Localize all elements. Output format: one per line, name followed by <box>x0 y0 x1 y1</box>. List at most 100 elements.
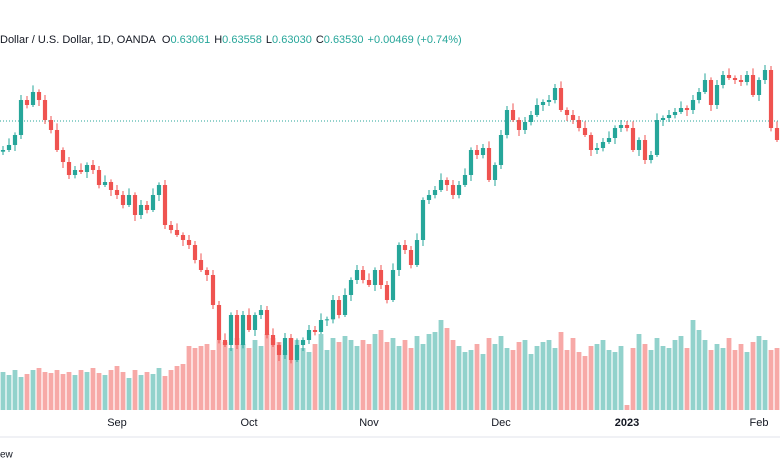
volume-bar <box>606 350 612 410</box>
volume-bar <box>516 342 522 410</box>
candle-body <box>60 150 66 162</box>
volume-bar <box>642 344 648 410</box>
x-tick-label: 2023 <box>615 417 639 429</box>
volume-bar <box>588 346 594 410</box>
candle-body <box>330 300 336 320</box>
volume-bar <box>672 340 678 410</box>
candle-body <box>282 338 288 355</box>
candle-body <box>66 162 72 175</box>
candle-body <box>6 145 12 150</box>
volume-bar <box>390 338 396 410</box>
candle-body <box>186 240 192 245</box>
candle-body <box>294 345 300 360</box>
candle-body <box>720 75 726 85</box>
volume-bar <box>186 346 192 410</box>
volume-bar <box>330 338 336 410</box>
candle-body <box>54 130 60 150</box>
volume-bar <box>372 334 378 410</box>
volume-bar <box>582 356 588 410</box>
volume-bar <box>558 332 564 410</box>
volume-bar <box>300 348 306 410</box>
candle-body <box>432 190 438 195</box>
volume-bar <box>462 352 468 410</box>
volume-bar <box>312 344 318 410</box>
candle-body <box>444 180 450 185</box>
candle-body <box>732 78 738 80</box>
candle-body <box>366 280 372 285</box>
symbol-title: Dollar / U.S. Dollar, 1D, OANDA <box>0 34 157 46</box>
candle-body <box>96 170 102 185</box>
volume-bar <box>102 375 108 410</box>
candle-body <box>36 92 42 100</box>
volume-bar <box>450 340 456 410</box>
volume-bar <box>96 373 102 410</box>
candle-body <box>258 310 264 315</box>
candle-body <box>354 270 360 280</box>
volume-bar <box>12 370 18 410</box>
volume-bar <box>750 342 756 410</box>
volume-bar <box>42 372 48 410</box>
candle-body <box>312 330 318 332</box>
volume-bar <box>468 350 474 410</box>
ohlc-label: H <box>214 34 222 46</box>
candle-body <box>534 105 540 115</box>
candle-body <box>102 182 108 185</box>
ohlc-label: L <box>266 34 272 46</box>
candle-body <box>612 128 618 138</box>
volume-bar <box>378 330 384 410</box>
candle-body <box>642 140 648 160</box>
candle-body <box>0 150 6 152</box>
volume-bar <box>60 374 66 410</box>
candle-body <box>672 112 678 115</box>
volume-bar <box>276 342 282 410</box>
candle-body <box>498 135 504 165</box>
volume-bar <box>324 350 330 410</box>
x-tick-label: Sep <box>107 417 127 429</box>
volume-bar <box>504 348 510 410</box>
candle-body <box>558 88 564 110</box>
candle-body <box>168 225 174 230</box>
volume-bar <box>192 348 198 410</box>
candle-body <box>300 340 306 345</box>
volume-bar <box>636 334 642 410</box>
volume-bar <box>90 368 96 410</box>
volume-bar <box>216 340 222 410</box>
volume-bar <box>540 342 546 410</box>
candle-body <box>654 120 660 155</box>
candle-body <box>318 320 324 332</box>
candle-body <box>336 300 342 315</box>
volume-bar <box>240 344 246 410</box>
candle-body <box>72 170 78 175</box>
volume-bar <box>696 330 702 410</box>
volume-bar <box>564 350 570 410</box>
volume-bar <box>684 348 690 410</box>
volume-bar <box>78 370 84 410</box>
volume-bar <box>120 372 126 410</box>
volume-bar <box>156 368 162 410</box>
candle-body <box>114 190 120 195</box>
candle-body <box>228 315 234 345</box>
volume-bar <box>180 364 186 410</box>
candle-body <box>138 205 144 215</box>
volume-bar <box>744 352 750 410</box>
volume-bar <box>426 334 432 410</box>
candle-body <box>306 330 312 340</box>
volume-bar <box>84 372 90 410</box>
volume-bar <box>594 344 600 410</box>
volume-bar <box>348 340 354 410</box>
candle-body <box>144 205 150 210</box>
candle-body <box>540 102 546 105</box>
header: Dollar / U.S. Dollar, 1D, OANDA O0.63061 H… <box>0 34 462 46</box>
volume-bar <box>258 346 264 410</box>
volume-bar <box>738 344 744 410</box>
ohlc-value: 0.63558 <box>222 34 262 46</box>
candle-body <box>738 80 744 82</box>
candle-body <box>264 310 270 335</box>
volume-bar <box>270 338 276 410</box>
candle-body <box>774 128 780 140</box>
volume-bar <box>132 370 138 410</box>
ohlc-value: 0.63061 <box>170 34 210 46</box>
candle-body <box>270 335 276 345</box>
candle-body <box>204 270 210 275</box>
